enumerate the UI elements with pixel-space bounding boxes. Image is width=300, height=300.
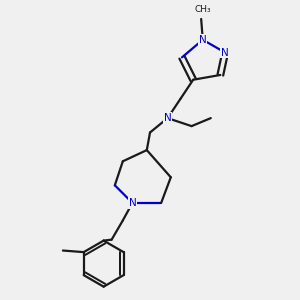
- Text: N: N: [128, 198, 136, 208]
- Text: N: N: [221, 48, 229, 58]
- Text: N: N: [164, 113, 172, 123]
- Text: N: N: [199, 35, 207, 45]
- Text: CH₃: CH₃: [194, 5, 211, 14]
